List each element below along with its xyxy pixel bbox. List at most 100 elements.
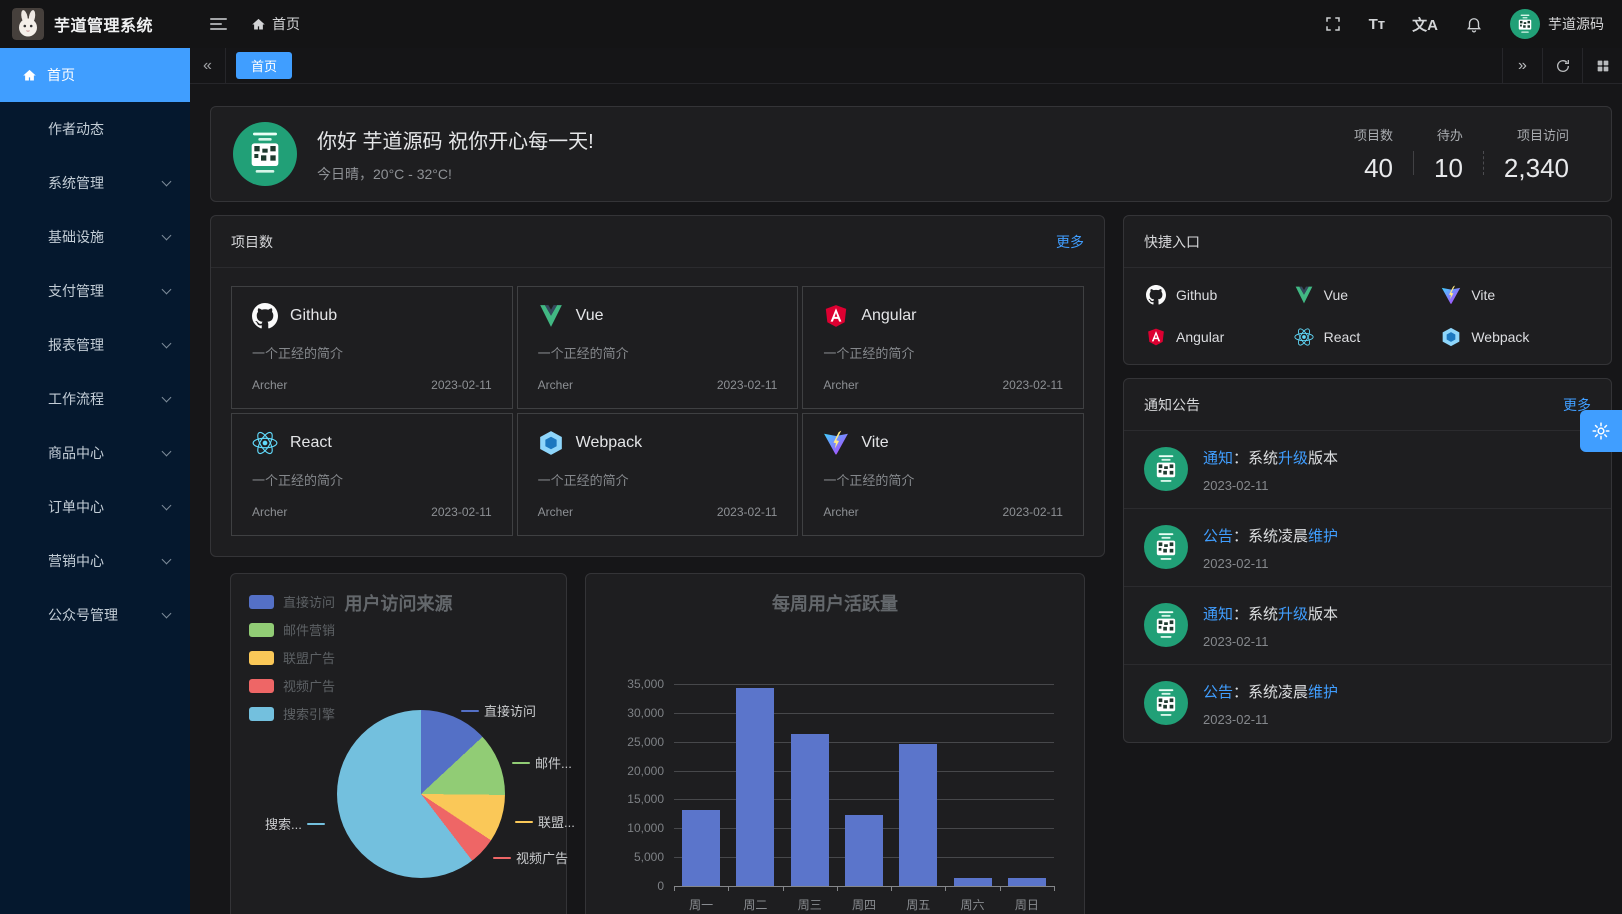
projects-more-link[interactable]: 更多 <box>1056 233 1084 250</box>
legend-label: 联盟广告 <box>283 651 336 666</box>
project-author: Archer <box>252 378 288 392</box>
project-author: Archer <box>252 505 288 519</box>
notice-date: 2023-02-11 <box>1203 634 1269 649</box>
sidebar-item-订单中心[interactable]: 订单中心 <box>0 480 190 534</box>
x-axis-label: 周六 <box>960 898 985 912</box>
breadcrumb-home: 首页 <box>272 16 300 32</box>
notices-more-link[interactable]: 更多 <box>1563 396 1591 413</box>
project-name: Vite <box>861 434 889 451</box>
bar-周六[interactable] <box>953 878 992 886</box>
shortcut-Github[interactable]: Github <box>1146 285 1294 305</box>
sidebar-item-支付管理[interactable]: 支付管理 <box>0 264 190 318</box>
bar-周四[interactable] <box>844 814 883 886</box>
x-axis-label: 周三 <box>797 898 822 912</box>
pie-chart-card: 用户访问来源 直接访问 邮件营销 联盟广告 视频广告 搜索引擎 直接访问 邮件..… <box>230 573 575 914</box>
angular-icon <box>1146 327 1166 347</box>
project-name: Webpack <box>575 434 643 451</box>
notice-date: 2023-02-11 <box>1203 556 1269 571</box>
callout-line <box>461 709 479 712</box>
project-card-Angular[interactable]: Angular 一个正经的简介 Archer 2023-02-11 <box>802 286 1084 409</box>
bar-周二[interactable] <box>736 688 775 886</box>
y-axis-label: 30,000 <box>627 705 664 720</box>
legend-item[interactable]: 联盟广告 <box>249 648 335 667</box>
project-card-Github[interactable]: Github 一个正经的简介 Archer 2023-02-11 <box>231 286 513 409</box>
y-axis-label: 10,000 <box>627 821 664 836</box>
font-size-icon[interactable]: Tт <box>1368 15 1386 33</box>
callout-line <box>512 761 530 764</box>
sidebar-item-作者动态[interactable]: 作者动态 <box>0 102 190 156</box>
tabs-expand-right-icon[interactable]: » <box>1502 48 1542 83</box>
legend-item[interactable]: 邮件营销 <box>249 620 335 639</box>
sidebar-item-公众号管理[interactable]: 公众号管理 <box>0 588 190 642</box>
x-axis-tick <box>728 886 730 891</box>
breadcrumb[interactable]: 首页 <box>251 14 300 34</box>
project-date: 2023-02-11 <box>431 505 492 519</box>
legend-item[interactable]: 视频广告 <box>249 676 335 695</box>
sidebar-item-label: 首页 <box>47 67 75 83</box>
project-description: 一个正经的简介 <box>823 473 915 488</box>
bar-周三[interactable] <box>790 734 829 886</box>
sidebar-item-营销中心[interactable]: 营销中心 <box>0 534 190 588</box>
notice-item[interactable]: 通知：系统升级版本 2023-02-11 <box>1124 431 1611 509</box>
shortcut-Vue[interactable]: Vue <box>1294 285 1442 305</box>
pie-callout: 直接访问 <box>461 701 536 720</box>
sidebar-item-系统管理[interactable]: 系统管理 <box>0 156 190 210</box>
project-card-React[interactable]: React 一个正经的简介 Archer 2023-02-11 <box>231 413 513 536</box>
user-menu[interactable]: 芋道源码 <box>1510 9 1604 39</box>
webpack-icon <box>1441 327 1461 347</box>
notice-qr-avatar <box>1144 681 1188 727</box>
fullscreen-icon[interactable] <box>1324 15 1342 33</box>
bell-icon[interactable] <box>1465 15 1483 33</box>
tabs-collapse-left-icon[interactable]: « <box>190 48 226 83</box>
pie-slice-label: 视频广告 <box>516 851 569 866</box>
x-axis-label: 周日 <box>1014 898 1039 912</box>
locale-icon[interactable]: 文A <box>1412 14 1438 35</box>
notice-item[interactable]: 公告：系统凌晨维护 2023-02-11 <box>1124 665 1611 742</box>
menu-fold-icon[interactable] <box>206 14 231 34</box>
settings-button[interactable] <box>1580 410 1622 452</box>
project-description: 一个正经的简介 <box>537 473 629 488</box>
sidebar-item-基础设施[interactable]: 基础设施 <box>0 210 190 264</box>
bar-周一[interactable] <box>682 809 721 886</box>
project-card-Webpack[interactable]: Webpack 一个正经的简介 Archer 2023-02-11 <box>516 413 799 536</box>
notice-item[interactable]: 公告：系统凌晨维护 2023-02-11 <box>1124 509 1611 587</box>
bar-周五[interactable] <box>899 743 938 886</box>
notices-list: 通知：系统升级版本 2023-02-11 公告：系统凌晨维护 2023-02-1… <box>1124 431 1611 742</box>
legend-item[interactable]: 搜索引擎 <box>249 704 335 723</box>
stat-divider <box>1413 151 1414 175</box>
sidebar-item-商品中心[interactable]: 商品中心 <box>0 426 190 480</box>
chevron-down-icon <box>161 230 172 240</box>
projects-grid: Github 一个正经的简介 Archer 2023-02-11 Vue 一个正… <box>211 268 1104 556</box>
bar-周日[interactable] <box>1007 878 1046 886</box>
username: 芋道源码 <box>1548 16 1604 32</box>
x-axis-tick <box>891 886 893 891</box>
tab-首页[interactable]: 首页 <box>236 52 293 79</box>
refresh-icon[interactable] <box>1542 48 1582 83</box>
github-icon <box>1146 285 1166 305</box>
layout-grid-icon[interactable] <box>1582 48 1622 83</box>
sidebar-item-label: 作者动态 <box>48 121 104 137</box>
chevron-down-icon <box>161 284 172 294</box>
shortcut-React[interactable]: React <box>1294 327 1442 347</box>
sidebar-item-工作流程[interactable]: 工作流程 <box>0 372 190 426</box>
project-author: Archer <box>823 505 859 519</box>
sidebar-item-label: 营销中心 <box>48 553 104 569</box>
legend-item[interactable]: 直接访问 <box>249 592 335 611</box>
sidebar-item-报表管理[interactable]: 报表管理 <box>0 318 190 372</box>
pie-chart[interactable] <box>337 710 505 878</box>
vite-icon <box>1441 285 1461 305</box>
notice-item[interactable]: 通知：系统升级版本 2023-02-11 <box>1124 587 1611 665</box>
project-card-Vite[interactable]: Vite 一个正经的简介 Archer 2023-02-11 <box>802 413 1084 536</box>
shortcut-Webpack[interactable]: Webpack <box>1441 327 1589 347</box>
notices-card: 通知公告 更多 通知：系统升级版本 2023-02-11 公告：系统凌晨维护 2… <box>1123 378 1612 743</box>
chevron-down-icon <box>161 608 172 618</box>
shortcut-Vite[interactable]: Vite <box>1441 285 1589 305</box>
project-description: 一个正经的简介 <box>823 346 915 361</box>
stat-label: 待办 <box>1436 127 1463 143</box>
project-card-Vue[interactable]: Vue 一个正经的简介 Archer 2023-02-11 <box>516 286 799 409</box>
shortcut-Angular[interactable]: Angular <box>1146 327 1294 347</box>
logo-area[interactable]: 芋道管理系统 <box>0 8 190 40</box>
sidebar-item-首页[interactable]: 首页 <box>0 48 190 102</box>
x-axis-label: 周一 <box>689 898 714 912</box>
bar-chart-title: 每周用户活跃量 <box>772 594 898 614</box>
